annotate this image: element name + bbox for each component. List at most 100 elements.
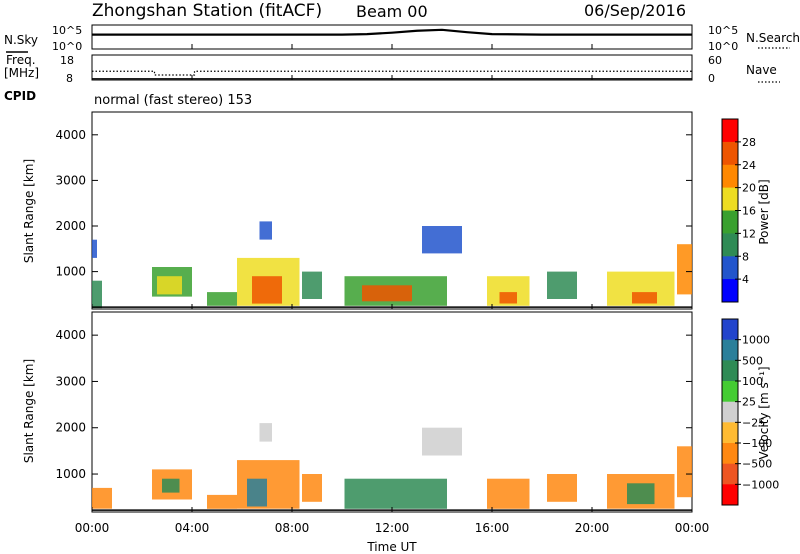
power-ytick-label: 3000 xyxy=(55,173,86,187)
power-patch xyxy=(207,292,237,306)
power-colorbar-segment xyxy=(722,233,738,257)
power-patch xyxy=(362,285,412,302)
power-patch xyxy=(92,239,97,258)
power-colorbar-segment xyxy=(722,279,738,303)
freq-series-line-0 xyxy=(92,70,692,76)
power-patch xyxy=(632,292,657,304)
velocity-colorbar-ticklabel: 500 xyxy=(742,354,763,367)
noise-rtick-top: 10^5 xyxy=(708,24,738,37)
velocity-patch xyxy=(344,478,447,509)
x-tick-label: 00:00 xyxy=(75,521,110,535)
power-colorbar-segment xyxy=(722,256,738,280)
velocity-panel: 1000 2000 3000 4000 Slant Range [km] 1000 50… xyxy=(22,311,779,513)
power-colorbar-segment xyxy=(722,187,738,211)
cpid-text: normal (fast stereo) 153 xyxy=(94,93,252,108)
velocity-colorbar-segment xyxy=(722,381,738,403)
power-colorbar-label: Power [dB] xyxy=(757,179,771,244)
velocity-colorbar: 1000 500 100 25 −25 −100 −500 −1000 xyxy=(721,318,779,506)
power-colorbar-segment xyxy=(722,210,738,234)
power-colorbar-segment xyxy=(722,164,738,189)
velocity-patch xyxy=(237,460,300,509)
power-ylabel: Slant Range [km] xyxy=(22,159,36,263)
power-patch xyxy=(92,280,102,309)
noise-panel: N.Sky 10^5 10^0 10^5 10^0 N.Search xyxy=(4,24,800,53)
power-patch xyxy=(259,221,272,240)
power-panel: 1000 2000 3000 4000 Slant Range [km] 4 8 12 16… xyxy=(22,111,771,310)
power-colorbar-segment xyxy=(722,141,738,166)
velocity-colorbar-ticklabel: −500 xyxy=(742,458,772,471)
velocity-colorbar-ticklabel: 1000 xyxy=(742,334,770,347)
noise-tick-bottom: 10^0 xyxy=(52,40,82,53)
velocity-colorbar-ticklabel: 25 xyxy=(742,396,756,409)
velocity-patch xyxy=(207,494,237,509)
velocity-yticks: 1000 2000 3000 4000 xyxy=(55,328,692,481)
power-colorbar-ticklabel: 28 xyxy=(742,136,756,149)
noise-series xyxy=(92,28,692,36)
x-tick-label: 12:00 xyxy=(375,521,410,535)
power-patch xyxy=(252,276,282,304)
velocity-ytick-label: 4000 xyxy=(55,328,86,342)
velocity-colorbar-segment xyxy=(722,401,738,423)
velocity-colorbar-segment xyxy=(722,484,738,506)
velocity-colorbar-ticklabel: −1000 xyxy=(742,478,779,491)
velocity-patch xyxy=(487,478,530,509)
x-axis: 00:00 04:00 08:00 12:00 16:00 20:00 00:00 xyxy=(75,44,710,535)
velocity-colorbar-segment xyxy=(722,443,738,465)
velocity-patch xyxy=(677,446,692,498)
velocity-ytick-label: 1000 xyxy=(55,467,86,481)
noise-right-label: N.Search xyxy=(746,31,800,45)
velocity-patch xyxy=(422,427,462,456)
velocity-colorbar-segment xyxy=(722,339,738,361)
power-yticks: 1000 2000 3000 4000 xyxy=(55,128,692,279)
power-patch xyxy=(157,276,182,295)
noise-series-line xyxy=(92,28,692,36)
freq-left-label: Freq. xyxy=(6,53,36,67)
x-tick-label: 20:00 xyxy=(575,521,610,535)
velocity-colorbar-frame xyxy=(721,318,739,506)
power-colorbar-ticklabel: 12 xyxy=(742,227,756,240)
freq-tick-top: 18 xyxy=(60,54,74,67)
power-colorbar: 4 8 12 16 20 24 28 xyxy=(721,118,756,303)
power-patch xyxy=(422,226,462,254)
velocity-patch xyxy=(259,423,272,442)
cpid-label: CPID xyxy=(4,89,36,103)
velocity-ytick-label: 3000 xyxy=(55,374,86,388)
power-ytick-label: 1000 xyxy=(55,265,86,279)
station-title: Zhongshan Station (fitACF) xyxy=(92,1,322,21)
noise-left-label: N.Sky xyxy=(4,33,38,47)
x-tick-label: 00:00 xyxy=(675,521,710,535)
velocity-patch xyxy=(547,474,577,502)
power-patches xyxy=(92,221,692,309)
velocity-colorbar-ticklabel: 100 xyxy=(742,375,763,388)
power-ytick-label: 2000 xyxy=(55,219,86,233)
velocity-colorbar-segment xyxy=(722,360,738,382)
velocity-colorbar-segment xyxy=(722,422,738,444)
frequency-panel: Freq. [MHz] 18 8 60 0 Nave xyxy=(4,53,780,85)
beam-label: Beam 00 xyxy=(356,2,428,21)
freq-tick-bottom: 8 xyxy=(66,72,73,85)
power-colorbar-ticklabel: 8 xyxy=(742,250,749,263)
velocity-ytick-label: 2000 xyxy=(55,421,86,435)
power-patch xyxy=(302,271,322,299)
power-ytick-label: 4000 xyxy=(55,128,86,142)
nave-label: Nave xyxy=(746,63,777,77)
x-tick-label: 04:00 xyxy=(175,521,210,535)
power-patch xyxy=(677,244,692,295)
freq-left-unit: [MHz] xyxy=(4,66,39,80)
velocity-colorbar-ticklabel: −25 xyxy=(742,416,765,429)
velocity-patch xyxy=(162,478,180,493)
date-label: 06/Sep/2016 xyxy=(584,1,686,20)
velocity-patch xyxy=(302,474,322,502)
velocity-colorbar-ticklabel: −100 xyxy=(742,437,772,450)
velocity-colorbar-segment xyxy=(722,463,738,485)
noise-tick-top: 10^5 xyxy=(52,24,82,37)
velocity-patch xyxy=(627,483,655,505)
freq-rtick-top: 60 xyxy=(708,54,722,67)
velocity-patch xyxy=(247,478,267,507)
power-patch xyxy=(499,292,517,304)
power-colorbar-ticklabel: 20 xyxy=(742,182,756,195)
power-patch xyxy=(547,271,577,299)
x-axis-label: Time UT xyxy=(366,540,417,554)
velocity-ylabel: Slant Range [km] xyxy=(22,359,36,463)
